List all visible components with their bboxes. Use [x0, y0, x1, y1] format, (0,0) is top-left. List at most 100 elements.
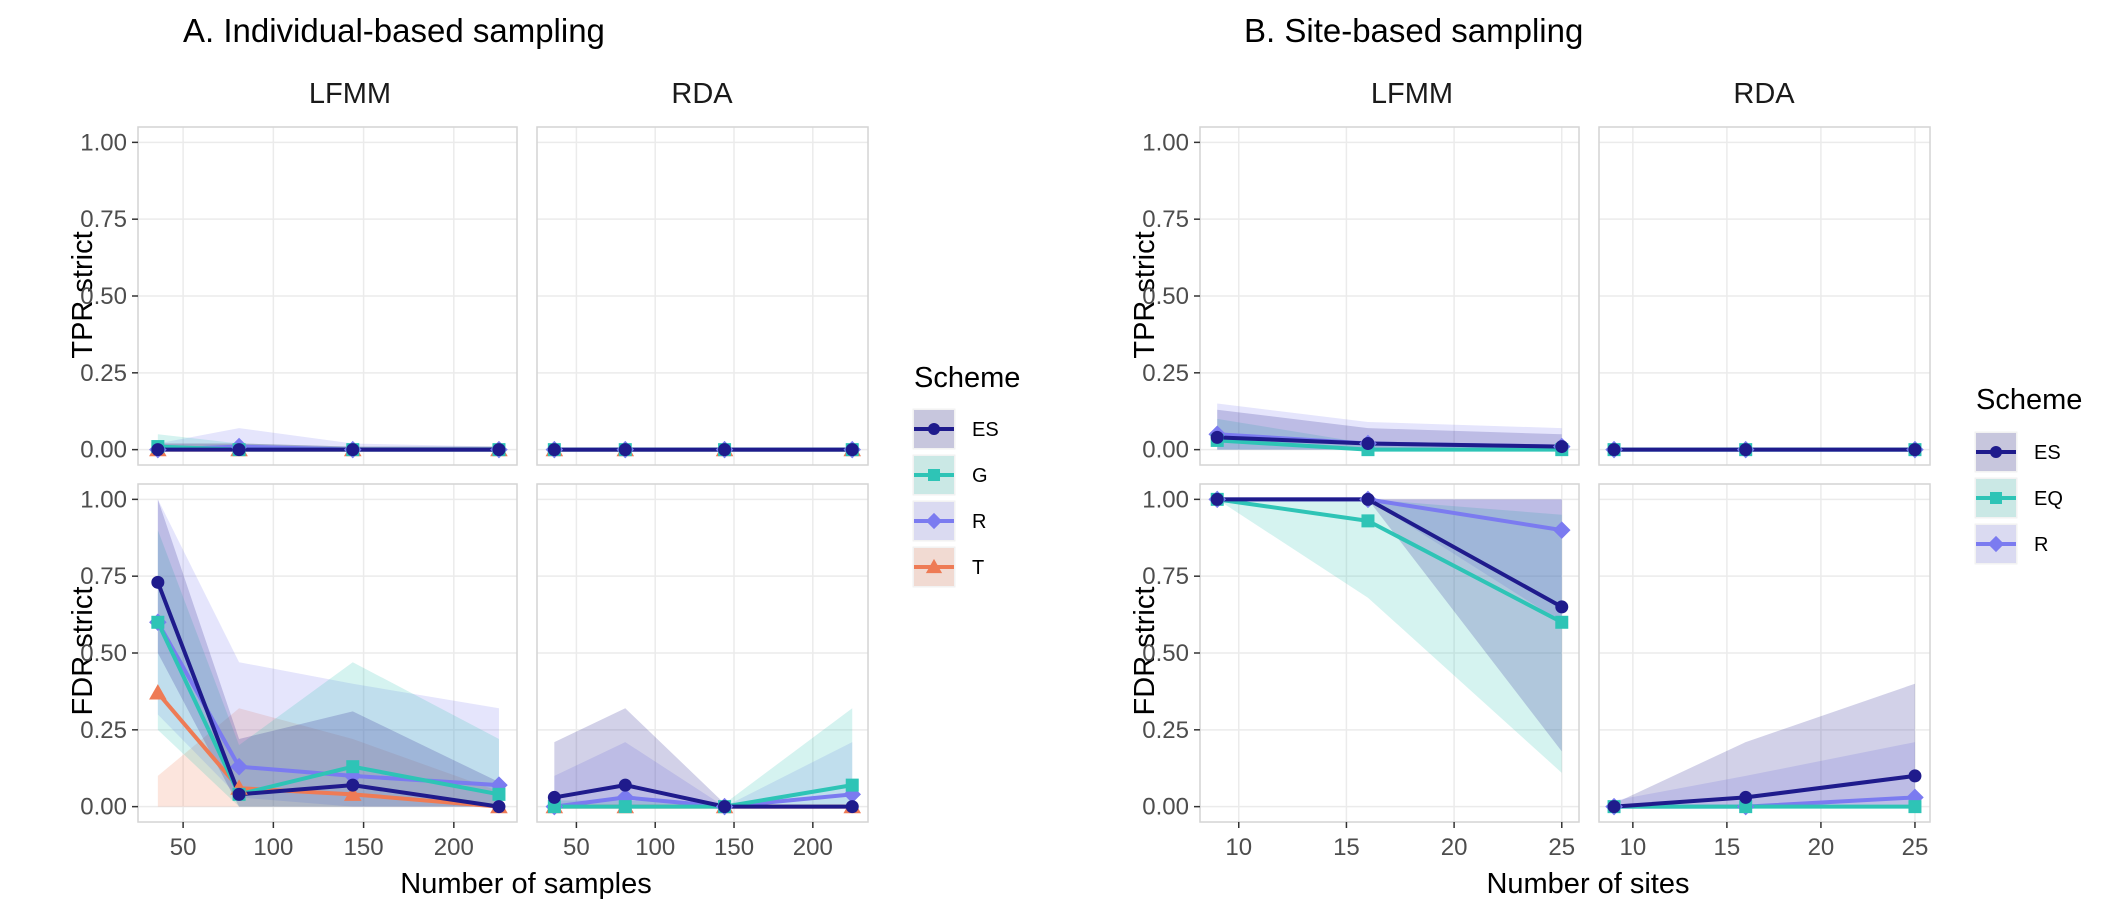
fig0-lfmm-fdr-xtick-label: 150 — [344, 834, 384, 861]
fig1-lfmm-fdr-xtick-label: 10 — [1225, 834, 1252, 861]
fig0-rda-fdr-xtick-label: 200 — [793, 834, 833, 861]
fig1-lfmm-fdr-point-es — [1210, 492, 1224, 506]
fig1-lfmm-fdr-ribbon-es — [1217, 499, 1562, 752]
fig1-lfmm-tpr-ytick-label: 0.50 — [1142, 283, 1189, 310]
figure-a-strip-lfmm: LFMM — [309, 78, 391, 110]
fig0-lfmm-fdr-xtick-label: 100 — [253, 834, 293, 861]
fig0-lfmm-fdr-ribbon-g — [157, 530, 499, 807]
fig0-lfmm-fdr-xtick-label: 200 — [434, 834, 474, 861]
fig1-lfmm-fdr-point-eq — [1361, 514, 1375, 528]
fig1-lfmm-tpr-ytick-label: 0.75 — [1142, 206, 1189, 233]
fig0-legend: ES G R T — [911, 407, 999, 589]
figure-b-strip-rda: RDA — [1733, 78, 1795, 110]
fig1-rda-tpr-point-es — [1739, 443, 1753, 457]
fig0-lfmm-fdr-point-es — [346, 778, 360, 792]
fig0-lfmm-tpr-ytick-label: 0.25 — [80, 360, 127, 387]
fig1-lfmm-fdr-ytick-label: 0.25 — [1142, 717, 1189, 744]
fig0-legend-t-label: T — [972, 557, 984, 579]
fig0-legend-g-key-marker — [928, 469, 940, 481]
fig1-lfmm-fdr-point-es — [1555, 600, 1569, 614]
fig0-lfmm-tpr-ytick-label: 0.50 — [80, 283, 127, 310]
fig0-rda-fdr-point-es — [618, 778, 632, 792]
fig0-legend-r-label: R — [972, 511, 986, 533]
fig0-lfmm-fdr-point-es — [492, 800, 506, 814]
fig0-rda-fdr-point-g — [845, 778, 859, 792]
fig1-lfmm-fdr-point-eq — [1555, 615, 1569, 629]
fig0-rda-fdr-point-es — [547, 790, 561, 804]
fig1-lfmm-fdr-xtick-label: 20 — [1441, 834, 1468, 861]
fig1-legend-r-key-marker — [1987, 535, 2005, 553]
fig0-lfmm-fdr-ytick-label: 1.00 — [80, 486, 127, 513]
fig1-lfmm-tpr-ytick-label: 0.00 — [1142, 437, 1189, 464]
fig1-lfmm-tpr-ytick-label: 1.00 — [1142, 129, 1189, 156]
fig1-legend-eq-key-marker — [1990, 492, 2002, 504]
fig0-lfmm-fdr-ribbon-es — [157, 499, 499, 807]
fig0-lfmm-tpr-ytick-label: 0.75 — [80, 206, 127, 233]
fig0-rda-fdr-ribbon-g — [554, 708, 853, 807]
fig0-lfmm-fdr-point-r — [343, 767, 362, 785]
fig0-rda-fdr-xtick-label: 50 — [563, 834, 590, 861]
fig1-lfmm-tpr-point-es — [1361, 436, 1375, 450]
fig0-legend-es-label: ES — [972, 419, 999, 441]
fig1-legend-eq-label: EQ — [2034, 488, 2063, 510]
fig1-rda-fdr-point-eq — [1908, 800, 1922, 814]
fig0-lfmm-fdr-ribbon-t — [157, 708, 499, 807]
fig0-rda-fdr-point-es — [718, 800, 732, 814]
figure-a-ylabel-tpr: TPR strict — [67, 231, 99, 358]
fig1-lfmm-fdr-ytick-label: 1.00 — [1142, 486, 1189, 513]
fig0-rda-fdr-line-g — [554, 783, 853, 809]
fig0-rda-tpr-point-es — [618, 443, 632, 457]
fig1-rda-fdr-panel: 10 15 20 25 — [1598, 483, 1931, 861]
fig0-rda-fdr-xtick-label: 150 — [714, 834, 754, 861]
fig0-rda-fdr-point-es — [845, 800, 859, 814]
fig1-rda-fdr-ribbon-es — [1614, 683, 1915, 807]
fig1-rda-fdr-xtick-label: 20 — [1808, 834, 1835, 861]
figure-b-title: B. Site-based sampling — [1244, 12, 1583, 49]
figure-b-ylabel-tpr: TPR strict — [1129, 231, 1161, 358]
figure-b-xlabel: Number of sites — [1486, 868, 1689, 900]
fig1-lfmm-fdr-xtick-label: 15 — [1333, 834, 1360, 861]
fig0-rda-tpr-border — [536, 126, 869, 466]
fig1-rda-fdr-border — [1598, 483, 1931, 823]
fig1-lfmm-fdr-ribbon-eq — [1217, 499, 1562, 773]
fig1-rda-tpr-border — [1598, 126, 1931, 466]
plot-layer: 0.00 0.25 0.50 0.75 1.00 0.00 0.25 0.50 0.75 1.00… — [80, 126, 2063, 861]
fig0-lfmm-tpr-panel: 0.00 0.25 0.50 0.75 1.00 — [80, 126, 518, 466]
fig1-lfmm-tpr-point-es — [1555, 440, 1569, 454]
fig1-lfmm-fdr-panel: 0.00 0.25 0.50 0.75 1.00 10 15 20 25 — [1142, 483, 1580, 861]
fig1-rda-fdr-point-es — [1607, 800, 1621, 814]
fig0-legend-es-key-marker — [928, 423, 940, 435]
fig0-legend-r-key-marker — [925, 512, 943, 530]
figure-b-strip-lfmm: LFMM — [1371, 78, 1453, 110]
fig1-lfmm-tpr-panel: 0.00 0.25 0.50 0.75 1.00 — [1142, 126, 1580, 466]
figure-a-xlabel: Number of samples — [400, 868, 651, 900]
fig1-legend-es-key-marker — [1990, 446, 2002, 458]
fig0-rda-tpr-point-es — [547, 443, 561, 457]
fig0-lfmm-fdr-line-es — [155, 581, 500, 809]
fig0-rda-fdr-point-g — [618, 800, 632, 814]
fig0-lfmm-fdr-line-g — [156, 621, 500, 797]
fig0-lfmm-fdr-ytick-label: 0.00 — [80, 794, 127, 821]
fig1-legend-r-label: R — [2034, 534, 2048, 556]
fig1-rda-tpr-panel — [1598, 126, 1931, 466]
fig1-rda-fdr-ribbon-r — [1614, 742, 1915, 807]
fig1-legend-es-label: ES — [2034, 442, 2061, 464]
fig0-rda-tpr-point-es — [845, 443, 859, 457]
fig0-lfmm-fdr-point-g — [492, 787, 506, 801]
fig1-lfmm-fdr-point-r — [1552, 521, 1571, 539]
fig0-lfmm-fdr-point-g — [346, 760, 360, 774]
fig1-lfmm-fdr-ytick-label: 0.00 — [1142, 794, 1189, 821]
fig0-lfmm-fdr-ytick-label: 0.75 — [80, 563, 127, 590]
fig0-rda-fdr-xtick-label: 100 — [635, 834, 675, 861]
fig0-lfmm-fdr-xtick-label: 50 — [170, 834, 197, 861]
fig0-lfmm-fdr-point-es — [232, 787, 246, 801]
fig0-lfmm-fdr-ytick-label: 0.25 — [80, 717, 127, 744]
fig0-lfmm-fdr-ytick-label: 0.50 — [80, 640, 127, 667]
fig0-rda-fdr-line-r — [554, 792, 853, 809]
figure-a-legend-title: Scheme — [914, 362, 1020, 394]
fig0-lfmm-tpr-ytick-label: 0.00 — [80, 437, 127, 464]
fig1-rda-fdr-point-eq — [1739, 800, 1753, 814]
fig0-legend-g-label: G — [972, 465, 988, 487]
fig0-rda-fdr-line-es — [553, 783, 853, 809]
